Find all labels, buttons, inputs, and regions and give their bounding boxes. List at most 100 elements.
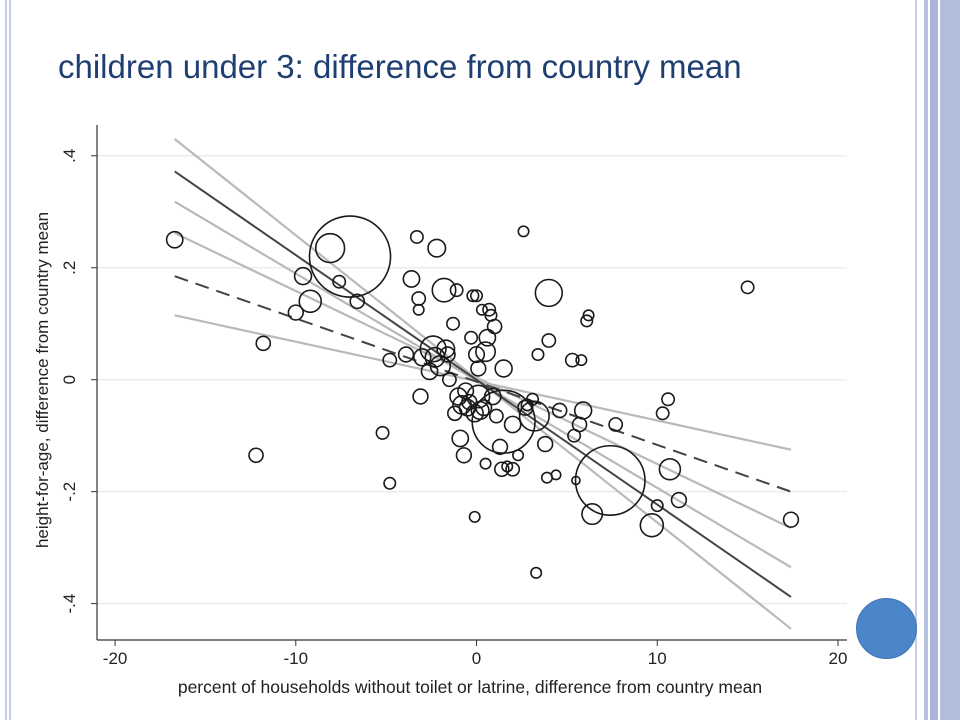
data-point [608,417,624,432]
data-point [314,232,346,264]
data-point [419,335,447,363]
scatter-chart: -20 -10 0 10 20 -.4 -.2 0 .2 .4 percent of househ… [33,125,847,697]
slide-right-border [914,0,960,720]
data-point [526,392,540,406]
data-point [441,372,457,388]
data-point [531,347,545,362]
data-point [573,401,593,420]
data-point [420,362,439,381]
slide-navigation-button[interactable] [856,598,917,659]
data-point [491,438,509,456]
x-tick-label: -10 [284,649,309,668]
data-point [670,491,688,509]
data-point [782,511,800,528]
data-point [375,425,390,440]
data-point [248,447,264,464]
fit-lines [174,170,792,598]
data-point [639,512,665,538]
data-point [564,352,580,368]
data-point [471,389,536,454]
data-point [550,469,562,481]
data-point [530,566,543,579]
data-point [534,278,564,308]
y-tick-label: -.2 [60,482,79,502]
data-point [478,328,497,347]
confidence-line [174,314,792,451]
data-point [503,415,522,434]
data-point [412,388,429,405]
data-point [541,333,557,348]
x-axis-title: percent of households without toilet or … [178,677,762,697]
data-point [308,215,392,298]
x-tick-label: 10 [648,649,667,668]
data-point [465,404,484,423]
data-point [332,274,347,289]
data-point [457,382,475,400]
data-point [488,408,504,424]
data-point [427,238,447,258]
y-tick-label: .2 [60,261,79,275]
tick-labels: -20 -10 0 10 20 -.4 -.2 0 .2 .4 [60,149,847,668]
data-point [517,225,530,238]
data-point [536,435,554,453]
data-point [475,303,488,316]
data-point [650,499,664,513]
data-point [505,461,521,477]
data-point [402,270,421,288]
x-tick-label: 0 [472,649,481,668]
data-point [451,429,470,448]
data-point [486,318,503,335]
data-point [449,283,464,298]
data-point [383,476,397,490]
data-point [382,352,398,368]
data-point [165,230,184,249]
data-points [165,215,800,579]
data-point [436,339,456,359]
data-point [468,510,481,523]
axes [96,125,847,641]
slide-left-border [0,0,14,720]
data-point [655,406,670,421]
data-point [482,302,497,317]
data-point [466,289,480,303]
data-point [411,291,427,306]
data-point [575,354,588,367]
data-point [470,360,487,377]
data-point [298,289,323,314]
data-point [413,348,432,367]
data-point [661,392,676,407]
data-point [287,304,304,321]
confidence-line [174,232,792,530]
fit-line-solid [174,170,792,598]
data-point [512,449,525,462]
data-point [255,335,272,352]
data-point [574,444,646,516]
y-tick-label: 0 [60,375,79,384]
x-tick-label: -20 [103,649,128,668]
data-point [493,461,510,478]
data-point [412,303,425,316]
data-point [466,384,491,409]
data-point [349,293,366,310]
data-point [582,309,595,322]
data-point [293,266,313,286]
data-point [439,346,456,363]
y-tick-label: .4 [60,149,79,163]
data-point [475,341,497,363]
y-axis-title: height-for-age, difference from country … [33,212,52,548]
data-point [658,458,682,481]
data-point [397,346,415,363]
data-point [431,277,457,303]
data-point [455,447,473,464]
data-point [446,316,461,331]
slide-title: children under 3: difference from countr… [58,48,742,85]
data-point [409,229,424,244]
x-tick-label: 20 [829,649,848,668]
data-point [518,400,550,432]
data-point [551,402,568,419]
data-point [494,359,513,378]
data-point [580,314,594,328]
data-point [479,457,492,470]
y-tick-label: -.4 [60,594,79,614]
data-point [740,280,755,295]
